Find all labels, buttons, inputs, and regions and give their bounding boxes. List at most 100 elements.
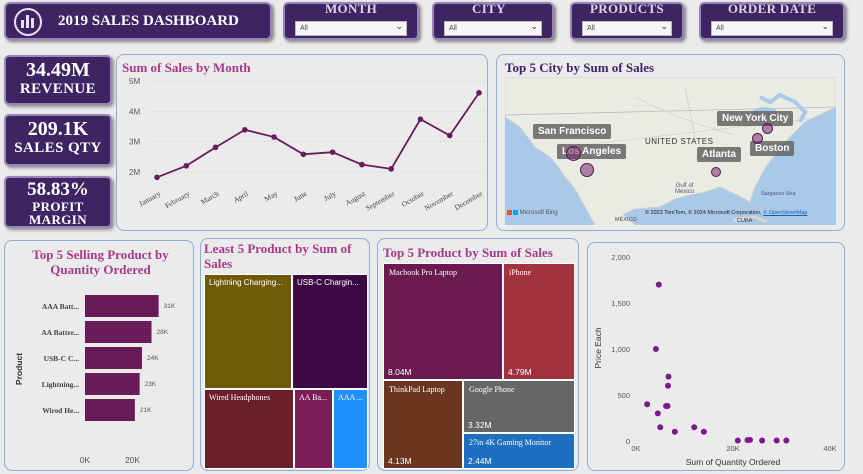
bar-value-label: 31K [164,303,176,310]
bar-category-label: USB-C C... [44,354,80,363]
y-tick-label: 3M [129,138,140,147]
map-bubble-new-york-city[interactable] [762,123,773,134]
y-tick-label: 2M [129,168,140,177]
map-brand-text: Microsoft Bing [519,210,558,217]
order-date-slicer[interactable]: ORDER DATE All ⌄ [699,1,845,40]
sales-qty-label: SALES QTY [14,140,102,156]
top-qty-panel: Top 5 Selling Product by Quantity Ordere… [4,240,194,471]
data-point [417,116,424,122]
top5-tile-value: 8.04M [388,367,412,377]
top5-tile-value: 2.44M [468,456,492,466]
top5-tile-label: Google Phone [469,385,515,394]
revenue-value: 34.49M [26,59,90,81]
top5-title: Top 5 Product by Sum of Sales [383,245,553,260]
least5-tile-label: Lightning Charging... [209,278,283,287]
bar-value-label: 23K [145,381,157,388]
map-cuba-label: CUBA [737,218,753,224]
top5-tile-value: 4.13M [388,456,412,466]
map-bubble-san-francisco[interactable] [566,146,581,161]
scatter-point [665,382,672,389]
top5-tile-label: Macbook Pro Laptop [389,268,457,277]
scatter-point [691,424,698,431]
bar-chart-icon [14,8,42,36]
chevron-down-icon: ⌄ [395,21,403,31]
scatter-point [652,346,659,352]
revenue-card: 34.49M REVENUE [4,55,112,105]
x-tick-label: March [199,189,221,207]
products-dropdown[interactable]: All ⌄ [582,21,672,36]
price-vs-qty-scatter: 0 500 1,000 1,500 2,000 0K 20K 40K Price Each Sum… [593,253,837,467]
x-tick-label: October [400,189,426,209]
products-slicer[interactable]: PRODUCTS All ⌄ [570,1,684,40]
y-tick-label: 0 [626,437,630,446]
profit-margin-card: 58.83% PROFIT MARGIN [4,176,112,228]
data-point [359,161,365,168]
month-dropdown[interactable]: All ⌄ [295,21,407,36]
least5-tile-label: AA Ba... [299,393,327,402]
bar-value-label: 24K [147,355,159,362]
y-axis-label: Product [14,353,24,385]
city-slicer[interactable]: CITY All ⌄ [432,1,554,40]
x-tick-label: January [137,189,162,209]
least5-tile-usbc[interactable]: USB-C Chargin... [292,274,368,389]
map-country-label: UNITED STATES [645,137,714,146]
bar [85,295,159,317]
bar-category-label: AAA Batt... [42,302,79,311]
scatter-point [665,373,672,380]
x-axis-label: Sum of Quantity Ordered [686,457,781,467]
x-tick-label: November [423,189,455,213]
least5-tile-aa[interactable]: AA Ba... [294,389,333,469]
scatter-point [671,428,678,435]
map-label-boston: Boston [750,141,795,156]
data-point [183,163,190,169]
bar [85,321,152,343]
scatter-point [759,437,766,444]
city-slicer-label: CITY [472,1,506,16]
y-tick-label: 1,000 [611,345,630,354]
x-tick-label: May [263,189,280,204]
x-tick-label: 40K [823,444,836,453]
least5-tile-label: USB-C Chargin... [297,278,359,287]
y-tick-label: 2,000 [611,253,630,262]
scatter-point [746,436,753,443]
order-date-slicer-label: ORDER DATE [727,1,817,16]
city-dropdown[interactable]: All ⌄ [444,21,542,36]
chevron-down-icon: ⌄ [660,21,668,31]
least5-tile-wired[interactable]: Wired Headphones [204,389,294,469]
top5-tile-google-phone[interactable]: Google Phone 3.32M [463,380,575,433]
profit-label: PROFIT [32,199,84,214]
scatter-point [783,437,790,444]
data-point [446,132,453,139]
month-dropdown-value: All [300,25,308,32]
map-bubble-los-angeles[interactable] [580,163,594,177]
products-slicer-label: PRODUCTS [590,1,664,16]
top-city-map-title: Top 5 City by Sum of Sales [505,60,655,75]
x-tick-label: 0K [631,444,640,453]
openstreetmap-link[interactable]: © OpenStreetMap [763,210,808,216]
month-slicer[interactable]: MONTH All ⌄ [283,1,419,40]
scatter-point [773,437,780,444]
top5-tile-thinkpad[interactable]: ThinkPad Laptop 4.13M [383,380,463,469]
top5-tile-gaming-monitor[interactable]: 27in 4K Gaming Monitor 2.44M [463,433,575,469]
least5-tile-aaa[interactable]: AAA ... [333,389,368,469]
city-map[interactable]: San Francisco Los Angeles New York City … [505,77,836,225]
top5-tile-macbook[interactable]: Macbook Pro Laptop 8.04M [383,263,503,380]
map-bubble-boston[interactable] [752,133,763,144]
x-tick-label: July [322,189,338,203]
top5-tile-label: iPhone [509,268,532,277]
order-date-dropdown[interactable]: All ⌄ [711,21,833,36]
bing-logo: Microsoft Bing [507,210,558,216]
x-tick-label: 0K [80,455,91,465]
bar-category-label: Lightning... [42,380,79,389]
scatter-point [657,424,664,431]
bar [85,399,135,421]
scatter-point [654,410,661,417]
map-attribution: © 2023 TomTom, © 2024 Microsoft Corporat… [645,210,807,216]
chevron-down-icon: ⌄ [821,21,829,31]
profit-margin-value: 58.83% [27,179,89,200]
top5-panel: Top 5 Product by Sum of Sales Macbook Pr… [377,238,579,471]
least5-tile-lightning[interactable]: Lightning Charging... [204,274,292,389]
y-tick-label: 4M [129,107,140,116]
top5-tile-iphone[interactable]: iPhone 4.79M [503,263,575,380]
map-bubble-atlanta[interactable] [711,167,721,177]
